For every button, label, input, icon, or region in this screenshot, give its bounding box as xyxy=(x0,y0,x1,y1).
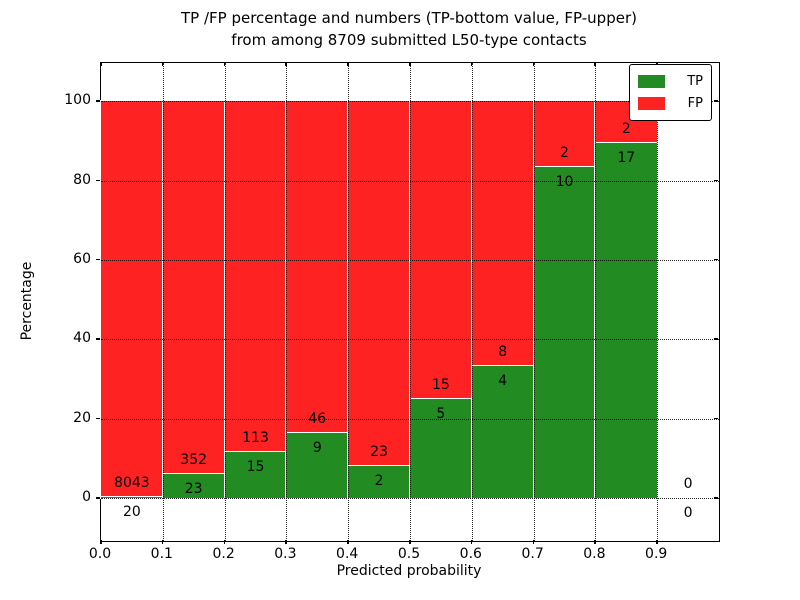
y-tick xyxy=(96,100,100,102)
bar-count-label-fp: 15 xyxy=(431,376,450,393)
bar-count-label-fp: 352 xyxy=(180,451,208,468)
y-tick-label: 40 xyxy=(73,330,91,347)
bar-count-label-tp: 15 xyxy=(246,458,265,475)
y-tick-label: 20 xyxy=(73,409,91,426)
y-axis-label: Percentage xyxy=(19,261,35,341)
plot-area: 8043 20 352 23 113 15 46 9 23 2 15 5 8 4 2 10 2 17 0 0 xyxy=(100,62,720,542)
y-tick xyxy=(96,179,100,181)
x-tick-inner xyxy=(161,62,164,66)
chart-title-line2: from among 8709 submitted L50-type conta… xyxy=(231,31,587,49)
bar-segment-fp xyxy=(100,100,164,499)
y-tick-label: 60 xyxy=(73,250,91,267)
bar-count-label-fp: 8 xyxy=(498,343,508,360)
bar-count-label-tp: 4 xyxy=(498,372,508,389)
bar-count-label-tp: 10 xyxy=(555,174,574,191)
bar-count-label-tp: 17 xyxy=(617,149,636,166)
x-tick-label: 0.7 xyxy=(521,546,544,562)
bar-segment-fp xyxy=(161,100,226,475)
x-tick-inner xyxy=(532,62,535,66)
x-tick xyxy=(161,540,164,544)
legend-label-tp: TP xyxy=(687,73,703,89)
y-tick-label: 0 xyxy=(82,489,91,506)
bar-count-label-fp: 2 xyxy=(560,145,569,162)
legend-label-fp: FP xyxy=(687,95,703,111)
x-tick-inner xyxy=(223,62,226,66)
x-tick-label: 0.1 xyxy=(150,546,173,562)
bar-segment-tp xyxy=(470,364,535,500)
bar-segment-tp xyxy=(409,397,473,500)
legend: TP FP xyxy=(629,64,712,121)
x-tick xyxy=(656,540,658,544)
x-tick-label: 0.6 xyxy=(459,546,482,562)
legend-item-fp: FP xyxy=(638,92,703,114)
x-tick-label: 0.9 xyxy=(645,546,668,562)
bar-count-label-fp: 2 xyxy=(621,120,631,137)
y-tick-inner xyxy=(714,417,718,420)
x-tick-label: 0.2 xyxy=(212,546,235,562)
bar-segment-tp xyxy=(347,465,411,500)
x-tick xyxy=(223,540,226,544)
y-tick-inner xyxy=(714,100,718,102)
x-tick xyxy=(532,540,535,544)
chart-title-line1: TP /FP percentage and numbers (TP-bottom… xyxy=(181,9,637,27)
bar-count-label-fp: 23 xyxy=(370,444,389,461)
x-tick xyxy=(285,540,287,544)
bar-count-label-fp: 0 xyxy=(683,476,693,493)
bar-segment-tp xyxy=(594,141,659,500)
y-tick xyxy=(96,417,100,420)
bar-count-label-tp: 0 xyxy=(683,505,693,522)
y-tick-inner xyxy=(714,258,718,261)
legend-item-tp: TP xyxy=(638,70,703,92)
x-tick-inner xyxy=(409,62,411,66)
bar-segment-fp xyxy=(532,100,597,169)
bar-count-label-fp: 46 xyxy=(308,411,327,428)
x-tick-label: 0.8 xyxy=(583,546,606,562)
y-tick-inner xyxy=(714,338,718,340)
bar-segment-fp xyxy=(285,100,350,435)
bar-segment-tp xyxy=(100,496,164,500)
x-tick-label: 0.3 xyxy=(274,546,297,562)
grid-line-horizontal xyxy=(101,498,719,500)
x-tick xyxy=(409,540,411,544)
x-tick xyxy=(594,540,596,544)
bar-count-label-fp: 113 xyxy=(242,429,269,446)
x-axis-label: Predicted probability xyxy=(336,563,482,579)
y-tick xyxy=(96,497,100,499)
fp-color-swatch-icon xyxy=(638,96,665,110)
x-tick-label: 0.5 xyxy=(397,546,421,562)
tp-color-swatch-icon xyxy=(638,74,665,88)
bar-segment-tp xyxy=(532,166,597,500)
grid-line-vertical xyxy=(657,63,659,541)
x-tick-inner xyxy=(470,62,473,66)
x-tick-label: 0.0 xyxy=(88,546,112,562)
bar-segment-fp xyxy=(470,100,535,367)
bar-count-label-fp: 8043 xyxy=(114,475,150,492)
y-tick-inner xyxy=(714,497,718,499)
bar-count-label-tp: 23 xyxy=(184,480,203,497)
bar-count-label-tp: 2 xyxy=(374,473,384,490)
y-tick-label: 100 xyxy=(64,92,91,109)
bar-segment-fp xyxy=(347,100,411,468)
bar-count-label-tp: 9 xyxy=(312,440,322,457)
x-tick-inner xyxy=(347,62,349,66)
y-tick-label: 80 xyxy=(73,171,91,188)
bar-segment-tp xyxy=(161,472,226,500)
bar-count-label-tp: 20 xyxy=(122,504,141,521)
bar-segment-fp xyxy=(223,100,288,453)
x-tick-inner xyxy=(285,62,287,66)
x-tick-inner xyxy=(100,62,102,66)
x-tick xyxy=(470,540,473,544)
bar-count-label-tp: 5 xyxy=(436,405,446,422)
y-tick xyxy=(96,258,100,261)
bar-segment-tp xyxy=(285,432,350,500)
x-tick xyxy=(347,540,349,544)
bar-segment-tp xyxy=(223,450,288,500)
y-tick xyxy=(96,338,100,340)
x-tick-inner xyxy=(594,62,596,66)
bar-segment-fp xyxy=(409,100,473,400)
x-tick xyxy=(100,540,102,544)
x-tick-label: 0.4 xyxy=(336,546,359,562)
y-tick-inner xyxy=(714,179,718,181)
